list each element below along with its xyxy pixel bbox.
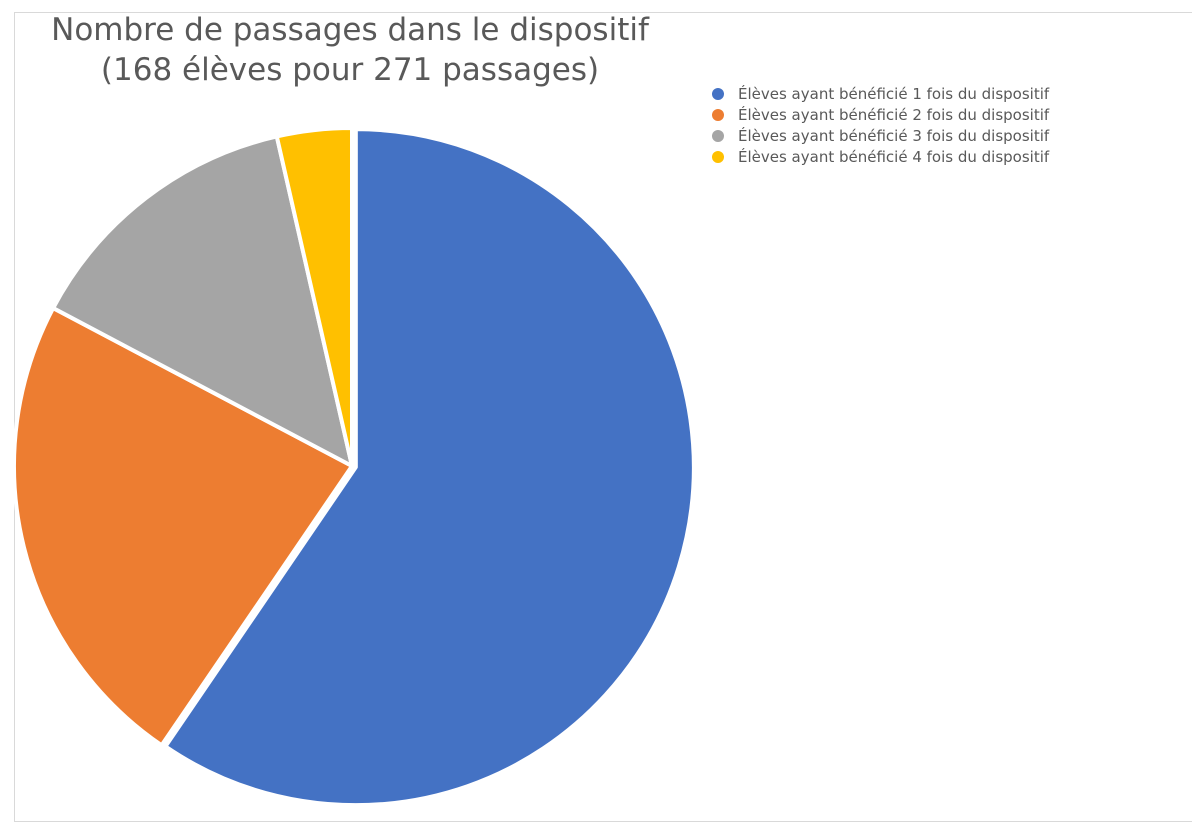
chart-title: Nombre de passages dans le dispositif [51,12,649,48]
legend-label-3: Élèves ayant bénéficié 3 fois du disposi… [738,126,1050,145]
pie-slice-1 [163,127,696,806]
legend-label-1: Élèves ayant bénéficié 1 fois du disposi… [738,84,1050,103]
pie-slice-3 [51,134,354,468]
legend-item-3: Élèves ayant bénéficié 3 fois du disposi… [712,125,1049,146]
legend-swatch-1 [712,87,724,100]
legend-label-4: Élèves ayant bénéficié 4 fois du disposi… [738,147,1050,166]
legend-item-2: Élèves ayant bénéficié 2 fois du disposi… [712,104,1049,125]
pie-slice-4 [274,126,354,468]
legend-swatch-4 [712,150,724,163]
pie-slice-2 [12,306,354,748]
chart-legend: Élèves ayant bénéficié 1 fois du disposi… [712,83,1049,167]
legend-label-2: Élèves ayant bénéficié 2 fois du disposi… [738,105,1050,124]
legend-item-1: Élèves ayant bénéficié 1 fois du disposi… [712,83,1049,104]
chart-subtitle: (168 élèves pour 271 passages) [100,52,600,88]
legend-item-4: Élèves ayant bénéficié 4 fois du disposi… [712,146,1049,167]
legend-swatch-2 [712,108,724,121]
chart-title-block: Nombre de passages dans le dispositif (1… [20,10,680,90]
legend-swatch-3 [712,129,724,142]
